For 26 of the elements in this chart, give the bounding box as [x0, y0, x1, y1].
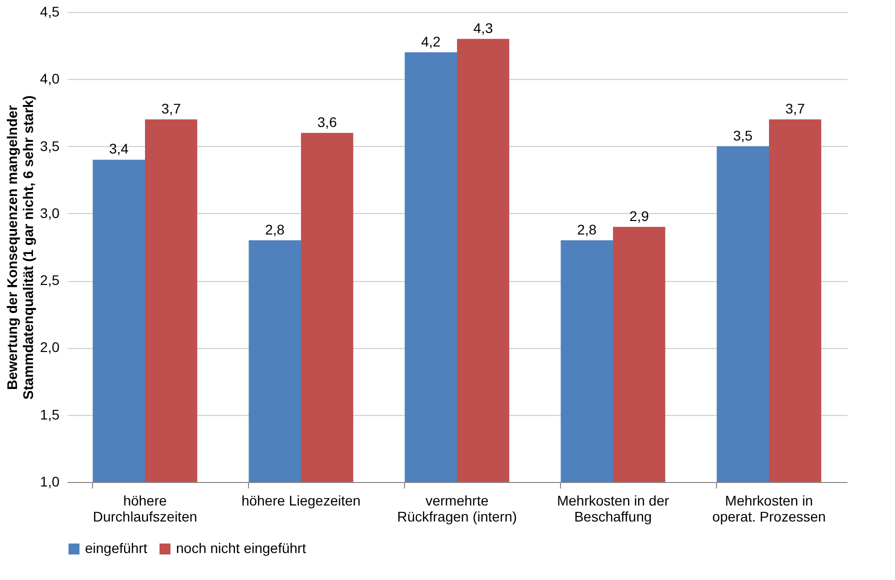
- legend-label: eingeführt: [85, 540, 148, 556]
- data-label: 3,5: [733, 127, 753, 144]
- y-tick-label: 1,0: [40, 474, 60, 490]
- data-label: 3,7: [785, 100, 806, 116]
- y-tick-label: 1,5: [40, 406, 60, 422]
- legend-label: noch nicht eingeführt: [176, 540, 306, 556]
- data-label: 3,6: [317, 114, 338, 130]
- x-tick-label: Mehrkosten in operat. Prozessen: [712, 492, 826, 524]
- data-label: 2,8: [265, 221, 285, 238]
- data-label: 4,2: [421, 33, 441, 50]
- data-label: 3,4: [109, 140, 129, 157]
- x-tick-label: höhere Liegezeiten: [241, 492, 361, 508]
- y-tick-label: 3,0: [40, 204, 60, 221]
- y-tick-label: 4,5: [40, 4, 60, 20]
- data-label: 4,3: [473, 20, 494, 36]
- data-label: 2,9: [629, 208, 650, 224]
- y-tick-label: 2,0: [40, 339, 60, 356]
- y-tick-label: 3,5: [40, 138, 60, 154]
- x-tick-label: vermehrte Rückfragen (intern): [397, 492, 517, 524]
- data-label: 2,8: [577, 221, 597, 238]
- x-tick-label: höhere Durchlaufszeiten: [92, 492, 198, 524]
- y-axis-title: Bewertung der Konsequenzen mangelnder Stammdatenqualität (1 gar nicht, 6 sehr stark): [4, 95, 36, 400]
- x-tick-label: Mehrkosten in der Beschaffung: [556, 492, 670, 524]
- y-tick-label: 2,5: [40, 272, 60, 288]
- y-tick-label: 4,0: [40, 70, 60, 87]
- data-label: 3,7: [161, 100, 182, 116]
